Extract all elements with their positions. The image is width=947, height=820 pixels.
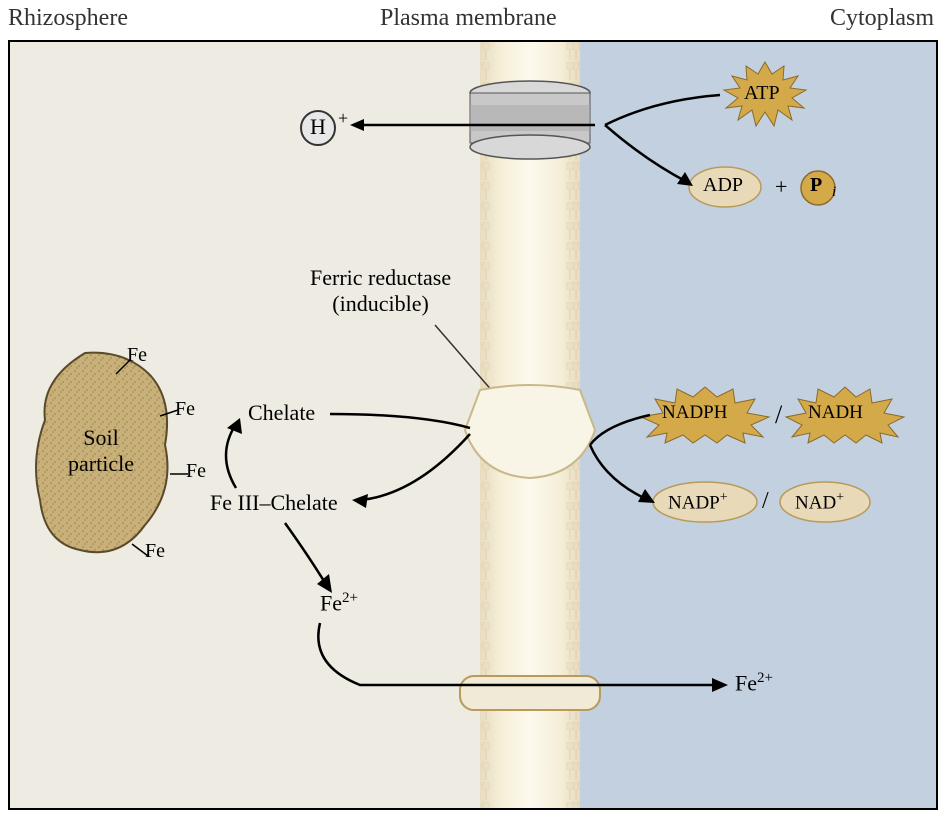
- soil-particle-label: Soil particle: [68, 425, 134, 477]
- h-plus-label: H: [310, 114, 326, 140]
- fe2-transport-arrow: [300, 615, 740, 700]
- fe-tick-1: [112, 358, 134, 378]
- pi-sub: i: [832, 184, 836, 201]
- proton-arrow: [350, 115, 600, 135]
- fe-tick-3: [168, 468, 190, 480]
- iron-uptake-diagram: Rhizosphere Plasma membrane Cytoplasm: [0, 0, 947, 820]
- fe-tick-4: [128, 542, 150, 560]
- nad-label: NAD+: [795, 490, 844, 514]
- header-rhizosphere: Rhizosphere: [8, 5, 128, 32]
- nadph-arrows: [580, 395, 700, 515]
- fe-to-chelate-arrow: [205, 468, 245, 480]
- nadph-nadh-slash: /: [775, 400, 782, 430]
- header-cytoplasm: Cytoplasm: [830, 5, 934, 32]
- chelate-cycle-arrows: [200, 400, 480, 520]
- pi-label: P: [810, 174, 822, 197]
- ferric-reductase-label: Ferric reductase (inducible): [310, 265, 451, 317]
- header-plasma-membrane: Plasma membrane: [380, 5, 557, 32]
- plus-sign: +: [775, 174, 787, 200]
- ferric-reductase: [460, 380, 600, 480]
- nadh-label: NADH: [808, 402, 863, 424]
- h-plus-sup: +: [338, 108, 348, 129]
- fe3-to-fe2-arrow: [275, 518, 355, 598]
- fe-tick-2: [158, 406, 180, 420]
- atp-adp-arrows: [595, 70, 755, 200]
- nadp-nad-slash: /: [762, 488, 769, 515]
- fe2plus-inside-label: Fe2+: [735, 670, 773, 696]
